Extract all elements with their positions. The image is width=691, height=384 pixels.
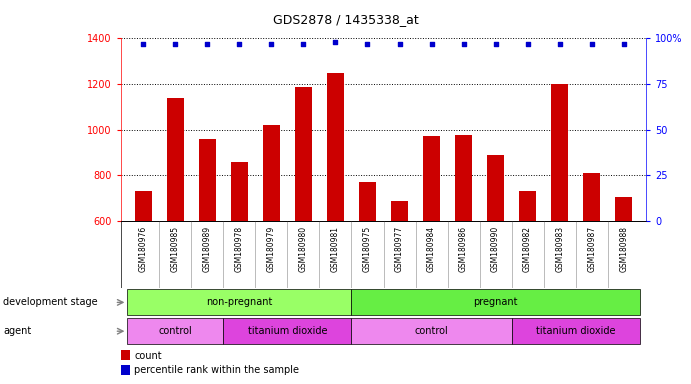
Point: [554, 41, 565, 47]
Point: [426, 41, 437, 47]
Point: [522, 41, 533, 47]
Text: titanium dioxide: titanium dioxide: [247, 326, 328, 336]
Bar: [223, 318, 352, 344]
Point: [490, 41, 501, 47]
Text: GSM180990: GSM180990: [491, 225, 500, 272]
Text: pregnant: pregnant: [473, 297, 518, 308]
Text: GSM180976: GSM180976: [139, 225, 148, 272]
Text: titanium dioxide: titanium dioxide: [536, 326, 616, 336]
Text: GSM180980: GSM180980: [299, 225, 308, 271]
Point: [362, 41, 373, 47]
Bar: [121, 221, 646, 288]
Text: control: control: [158, 326, 192, 336]
Text: GSM180983: GSM180983: [555, 225, 564, 271]
Bar: [121, 350, 131, 361]
Bar: [390, 202, 408, 358]
Point: [170, 41, 181, 47]
Bar: [167, 98, 184, 358]
Bar: [127, 318, 223, 344]
Bar: [615, 197, 632, 358]
Text: GSM180981: GSM180981: [331, 225, 340, 271]
Bar: [423, 136, 440, 358]
Text: control: control: [415, 326, 448, 336]
Point: [586, 41, 597, 47]
Bar: [127, 290, 352, 315]
Point: [458, 41, 469, 47]
Text: GSM180989: GSM180989: [203, 225, 212, 271]
Point: [394, 41, 405, 47]
Text: GSM180982: GSM180982: [523, 225, 532, 271]
Bar: [486, 155, 504, 358]
Bar: [263, 125, 281, 358]
Bar: [511, 318, 640, 344]
Bar: [352, 318, 511, 344]
Point: [202, 41, 213, 47]
Bar: [519, 191, 536, 358]
Bar: [294, 88, 312, 358]
Point: [138, 41, 149, 47]
Text: percentile rank within the sample: percentile rank within the sample: [134, 365, 299, 375]
Text: development stage: development stage: [3, 297, 98, 308]
Text: non-pregnant: non-pregnant: [206, 297, 272, 308]
Bar: [359, 182, 377, 358]
Text: GSM180979: GSM180979: [267, 225, 276, 272]
Text: count: count: [134, 351, 162, 361]
Text: GSM180987: GSM180987: [587, 225, 596, 271]
Bar: [327, 73, 344, 358]
Text: GSM180985: GSM180985: [171, 225, 180, 271]
Point: [330, 39, 341, 45]
Bar: [455, 135, 473, 358]
Bar: [551, 84, 569, 358]
Text: GSM180988: GSM180988: [619, 225, 628, 271]
Text: GSM180986: GSM180986: [459, 225, 468, 271]
Bar: [352, 290, 640, 315]
Bar: [121, 365, 131, 375]
Point: [618, 41, 630, 47]
Text: GSM180978: GSM180978: [235, 225, 244, 271]
Bar: [135, 191, 152, 358]
Bar: [231, 162, 248, 358]
Bar: [198, 139, 216, 358]
Bar: [583, 173, 600, 358]
Text: GDS2878 / 1435338_at: GDS2878 / 1435338_at: [273, 13, 418, 26]
Point: [298, 41, 309, 47]
Text: GSM180977: GSM180977: [395, 225, 404, 272]
Text: GSM180984: GSM180984: [427, 225, 436, 271]
Text: GSM180975: GSM180975: [363, 225, 372, 272]
Text: agent: agent: [3, 326, 32, 336]
Point: [266, 41, 277, 47]
Point: [234, 41, 245, 47]
